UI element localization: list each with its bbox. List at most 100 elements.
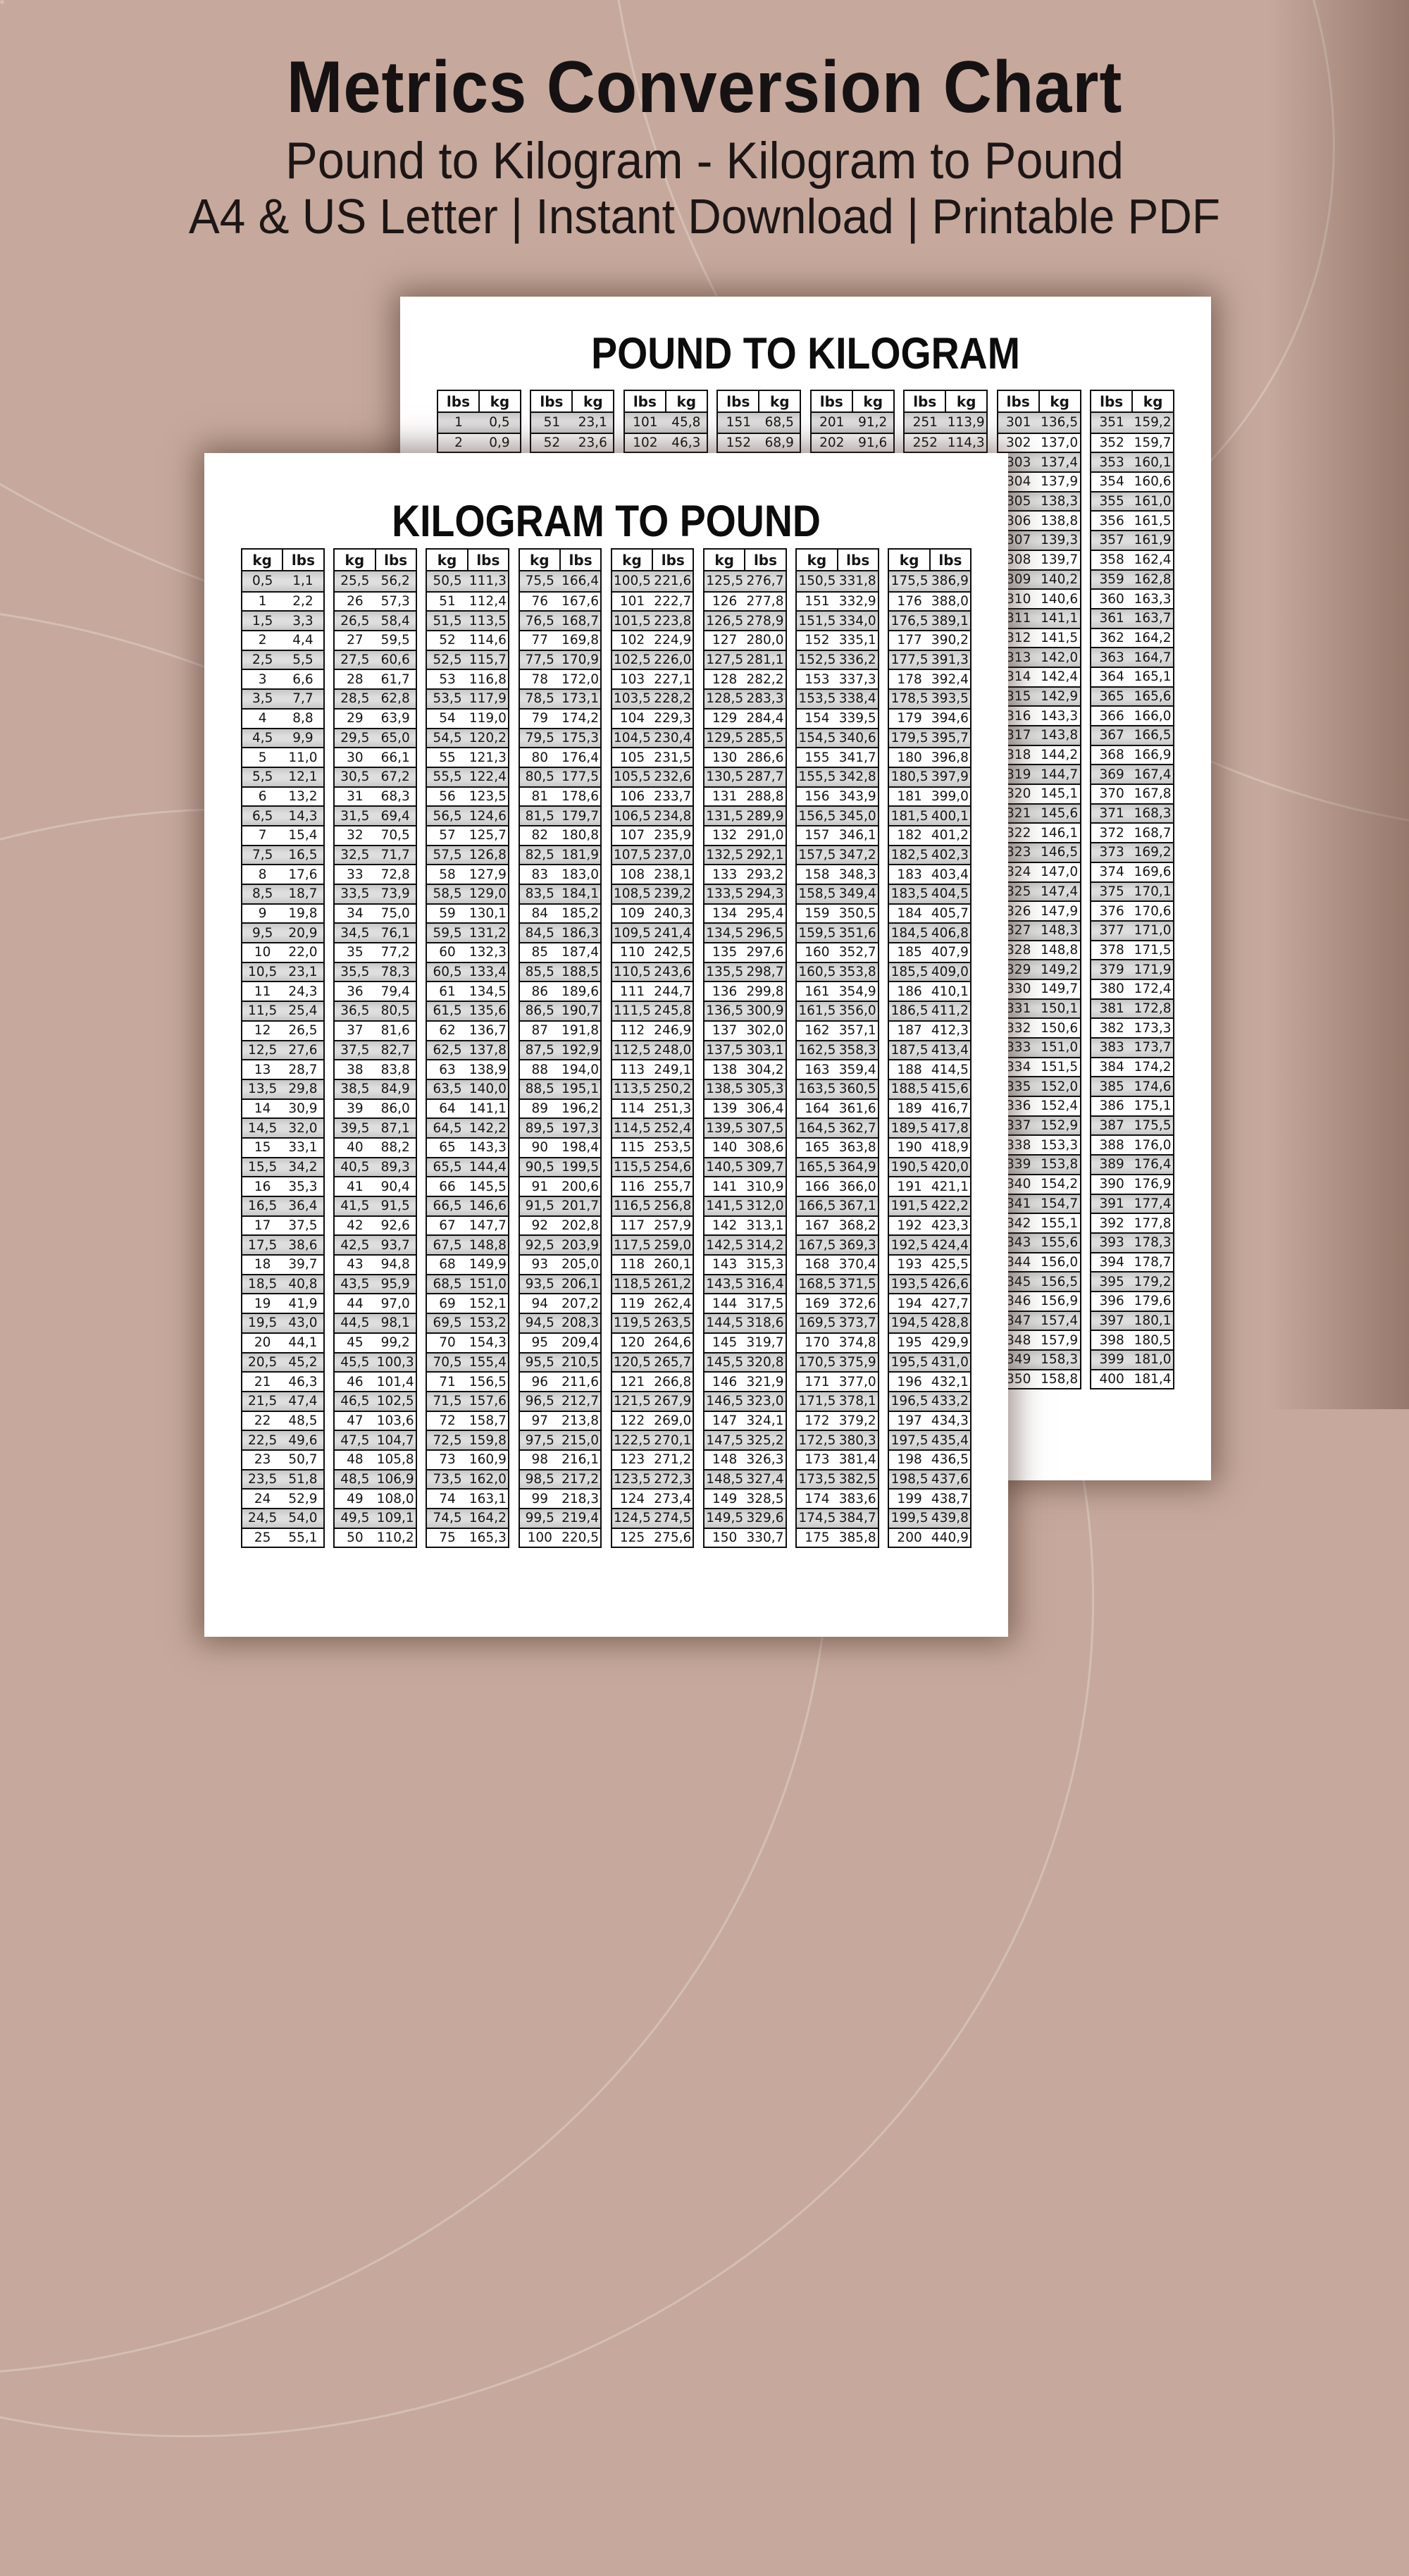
- table-row: 173 381,4: [797, 1449, 878, 1469]
- value-to-cell: 40,8: [288, 1277, 318, 1292]
- value-to-cell: 249,1: [654, 1062, 692, 1077]
- value-from-cell: 72: [439, 1413, 456, 1428]
- table-row: 15 33,1: [242, 1137, 323, 1157]
- value-to-cell: 267,9: [654, 1394, 692, 1409]
- value-to-cell: 384,7: [838, 1511, 876, 1526]
- value-from-cell: 147: [712, 1413, 738, 1428]
- value-to-cell: 13,2: [288, 788, 318, 804]
- value-to-cell: 79,4: [380, 984, 410, 999]
- unit-to-header: kg: [1131, 391, 1173, 411]
- value-to-cell: 273,4: [654, 1491, 692, 1506]
- value-from-cell: 156: [805, 788, 830, 804]
- value-from-cell: 57,5: [433, 847, 462, 862]
- value-from-cell: 392: [1099, 1215, 1124, 1231]
- value-to-cell: 399,0: [931, 788, 969, 804]
- value-from-cell: 3: [258, 671, 267, 687]
- value-from-cell: 125,5: [706, 574, 744, 589]
- value-from-cell: 313: [1006, 650, 1031, 665]
- value-from-cell: 27: [347, 633, 364, 648]
- value-from-cell: 69: [439, 1296, 456, 1311]
- table-row: 393 178,3: [1091, 1232, 1174, 1252]
- value-to-cell: 127,9: [468, 867, 507, 882]
- value-from-cell: 68,5: [433, 1277, 462, 1292]
- value-from-cell: 343: [1006, 1235, 1031, 1251]
- table-row: 101 222,7: [612, 590, 693, 611]
- unit-from-header: lbs: [726, 392, 750, 410]
- value-from-cell: 139: [712, 1101, 738, 1116]
- value-from-cell: 318: [1006, 748, 1031, 763]
- value-to-cell: 212,7: [561, 1394, 600, 1409]
- value-to-cell: 26,5: [288, 1023, 318, 1039]
- table-row: 80 176,4: [519, 747, 601, 767]
- table-row: 78,5 173,1: [519, 688, 601, 708]
- value-to-cell: 71,7: [380, 847, 410, 862]
- value-to-cell: 56,2: [380, 574, 410, 589]
- table-row: 28,5 62,8: [335, 688, 416, 708]
- table-row: 10 22,0: [242, 942, 323, 962]
- value-to-cell: 140,0: [468, 1082, 507, 1097]
- table-row: 352 159,7: [1091, 432, 1174, 452]
- value-from-cell: 36,5: [340, 1003, 370, 1019]
- table-row: 50 110,2: [335, 1527, 416, 1547]
- value-to-cell: 299,8: [746, 984, 784, 999]
- table-row: 166 366,0: [797, 1176, 878, 1196]
- value-from-cell: 140,5: [706, 1159, 744, 1175]
- table-row: 163 359,4: [797, 1059, 878, 1079]
- table-row: 192 423,3: [889, 1215, 971, 1235]
- value-from-cell: 78,5: [525, 691, 554, 707]
- value-from-cell: 89,5: [525, 1120, 554, 1136]
- value-from-cell: 155,5: [798, 769, 836, 785]
- table-header-row: lbs kg: [905, 391, 987, 413]
- value-from-cell: 11: [254, 984, 271, 999]
- value-to-cell: 144,4: [468, 1159, 507, 1175]
- table-row: 181 399,0: [889, 786, 971, 806]
- value-from-cell: 94: [531, 1296, 549, 1311]
- value-from-cell: 3,5: [252, 691, 273, 707]
- value-from-cell: 85: [531, 945, 549, 960]
- value-from-cell: 61,5: [433, 1003, 462, 1019]
- table-row: 38 83,8: [335, 1059, 416, 1079]
- table-row: 52 114,6: [427, 630, 509, 650]
- table-row: 109,5 241,4: [612, 922, 693, 943]
- value-to-cell: 184,1: [561, 886, 600, 902]
- table-row: 167,5 369,3: [797, 1234, 878, 1255]
- value-from-cell: 132: [712, 828, 738, 843]
- value-from-cell: 32: [347, 828, 364, 843]
- value-to-cell: 145,6: [1041, 806, 1079, 822]
- table-row: 8 17,6: [242, 864, 323, 884]
- table-row: 194,5 428,8: [889, 1313, 971, 1332]
- table-row: 355 161,0: [1091, 490, 1174, 511]
- table-row: 68 149,9: [427, 1254, 509, 1274]
- table-row: 124 273,4: [612, 1488, 693, 1508]
- value-to-cell: 203,9: [561, 1237, 600, 1253]
- value-from-cell: 336: [1006, 1098, 1031, 1114]
- table-row: 86,5 190,7: [519, 1001, 601, 1020]
- value-to-cell: 391,3: [931, 652, 969, 668]
- value-to-cell: 265,7: [654, 1354, 692, 1370]
- value-to-cell: 234,8: [654, 808, 692, 824]
- value-to-cell: 300,9: [746, 1003, 784, 1019]
- table-row: 48 105,8: [335, 1449, 416, 1469]
- table-row: 160,5 353,8: [797, 961, 878, 982]
- value-from-cell: 322: [1006, 825, 1031, 841]
- value-to-cell: 313,1: [746, 1218, 784, 1234]
- table-row: 165 363,8: [797, 1137, 878, 1157]
- value-to-cell: 143,8: [1041, 728, 1079, 743]
- value-from-cell: 59,5: [433, 925, 462, 941]
- table-row: 44,5 98,1: [335, 1313, 416, 1332]
- table-row: 102 224,9: [612, 630, 693, 650]
- table-row: 130,5 287,7: [704, 766, 786, 786]
- value-to-cell: 363,8: [838, 1140, 876, 1156]
- value-from-cell: 112: [619, 1023, 645, 1039]
- value-from-cell: 165,5: [798, 1159, 836, 1175]
- table-row: 49,5 109,1: [335, 1508, 416, 1528]
- value-to-cell: 99,2: [380, 1335, 410, 1351]
- unit-from-header: kg: [345, 551, 365, 569]
- table-row: 22,5 49,6: [242, 1430, 323, 1449]
- value-to-cell: 434,3: [931, 1413, 969, 1428]
- value-to-cell: 389,1: [931, 613, 969, 628]
- value-from-cell: 303: [1006, 454, 1031, 470]
- value-from-cell: 176,5: [890, 613, 929, 628]
- value-to-cell: 341,7: [838, 750, 876, 765]
- table-row: 184 405,7: [889, 903, 971, 923]
